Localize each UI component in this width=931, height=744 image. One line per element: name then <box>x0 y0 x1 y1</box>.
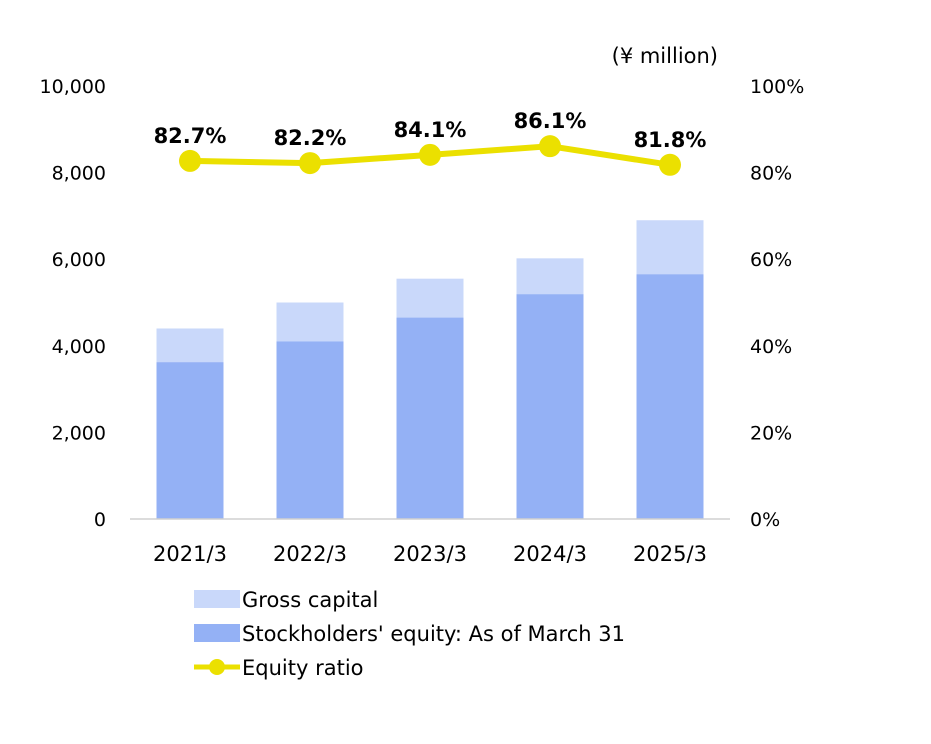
bar-stockholders-equity <box>156 362 224 519</box>
left-tick-label: 2,000 <box>52 422 106 444</box>
equity-ratio-data-label: 82.7% <box>154 124 227 148</box>
equity-ratio-marker <box>419 143 441 166</box>
left-tick-label: 10,000 <box>40 76 106 98</box>
equity-ratio-marker <box>299 152 321 175</box>
legend-swatch-equity-ratio-marker <box>209 659 225 675</box>
right-tick-label: 20% <box>750 422 792 444</box>
equity-ratio-marker <box>539 135 561 158</box>
right-tick-label: 80% <box>750 163 792 185</box>
category-label: 2021/3 <box>153 542 227 566</box>
equity-ratio-data-label: 81.8% <box>634 128 707 152</box>
equity-ratio-data-label: 86.1% <box>514 109 587 133</box>
left-tick-label: 4,000 <box>52 336 106 358</box>
legend-label-stockholders-equity: Stockholders' equity: As of March 31 <box>242 622 625 646</box>
right-tick-label: 100% <box>750 76 804 98</box>
category-label: 2025/3 <box>633 542 707 566</box>
equity-ratio-data-label: 84.1% <box>394 118 467 142</box>
left-tick-label: 0 <box>94 509 106 531</box>
equity-ratio-marker <box>179 149 201 172</box>
category-label: 2023/3 <box>393 542 467 566</box>
right-tick-label: 40% <box>750 336 792 358</box>
left-tick-label: 8,000 <box>52 163 106 185</box>
bar-stockholders-equity <box>276 341 344 519</box>
equity-ratio-marker <box>659 153 681 176</box>
legend-label-equity-ratio: Equity ratio <box>242 656 364 680</box>
legend: Gross capital Stockholders' equity: As o… <box>194 588 625 680</box>
category-label: 2024/3 <box>513 542 587 566</box>
legend-swatch-gross-capital <box>194 590 240 608</box>
bars <box>156 220 704 520</box>
right-axis-ticks: 0% 20% 40% 60% 80% 100% <box>750 76 804 531</box>
category-labels: 2021/3 2022/3 2023/3 2024/3 2025/3 <box>153 542 707 566</box>
right-tick-label: 60% <box>750 249 792 271</box>
legend-swatch-stockholders-equity <box>194 624 240 642</box>
equity-ratio-line: 82.7% 82.2% 84.1% 86.1% 81.8% <box>154 109 707 176</box>
equity-ratio-data-label: 82.2% <box>274 126 347 150</box>
bar-stockholders-equity <box>396 317 464 519</box>
bar-stockholders-equity <box>516 294 584 519</box>
legend-label-gross-capital: Gross capital <box>242 588 378 612</box>
category-label: 2022/3 <box>273 542 347 566</box>
left-tick-label: 6,000 <box>52 249 106 271</box>
left-axis-ticks: 0 2,000 4,000 6,000 8,000 10,000 <box>40 76 106 531</box>
unit-label: (¥ million) <box>612 44 718 68</box>
bar-stockholders-equity <box>636 274 704 519</box>
right-tick-label: 0% <box>750 509 780 531</box>
